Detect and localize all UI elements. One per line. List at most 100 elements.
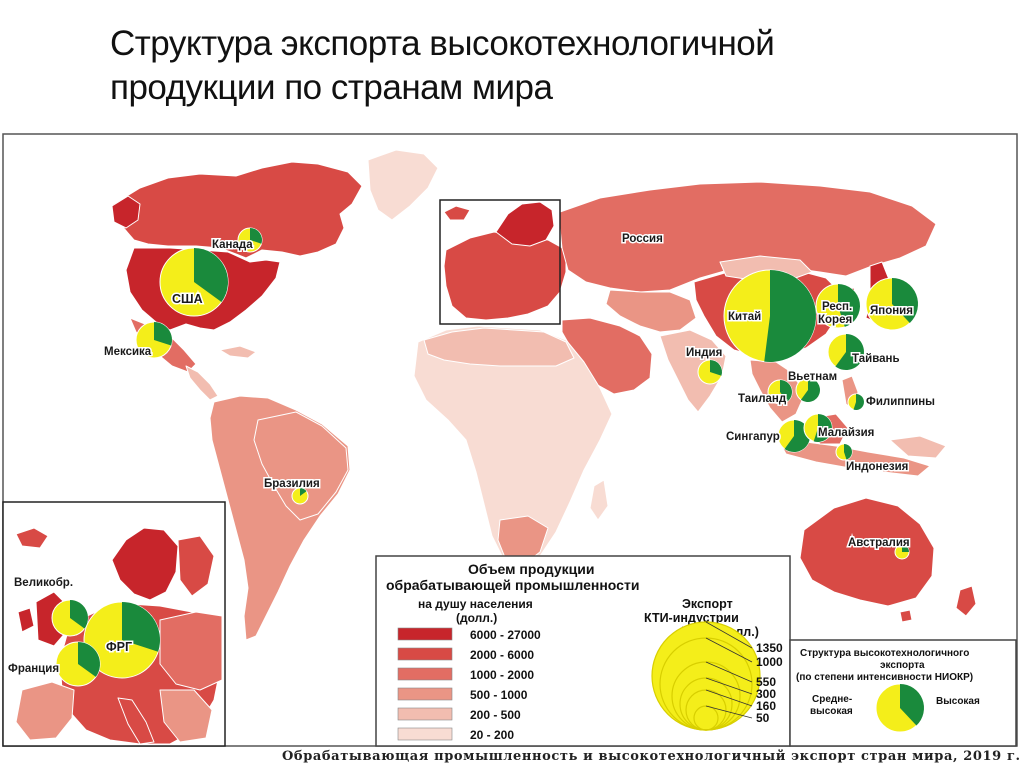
legend-class-range: 20 - 200 [470, 728, 514, 742]
legend-size-leader [705, 637, 753, 663]
legend-size-value: 300 [756, 687, 776, 701]
legend-class-swatch [397, 627, 453, 641]
legend-class-swatch [397, 647, 453, 661]
pie-thailand [767, 379, 793, 405]
label-brazil: Бразилия [264, 478, 320, 490]
country-labels: Канада США Мексика Россия Китай Респ. Ко… [7, 232, 937, 677]
pie-korea-green-part [838, 284, 861, 327]
pie-indonesia [835, 443, 853, 461]
australia-region [799, 497, 935, 607]
structure-medium-high-line1: Средне- [812, 694, 852, 705]
label-thailand: Таиланд [738, 393, 787, 405]
new-guinea-region [889, 435, 947, 459]
label-india: Индия [686, 347, 722, 359]
pie-mexico-green-part [154, 322, 173, 346]
pie-usa-green-part [194, 248, 229, 302]
pie-germany [83, 601, 161, 679]
label-korea-line2: Корея [818, 314, 852, 326]
pie-malaysia-green-part [813, 414, 833, 442]
north-africa-region [423, 327, 575, 367]
pie-indonesia-green-part [844, 444, 852, 460]
page-title-line2: продукции по странам мира [110, 68, 553, 107]
label-mexico: Мексика [104, 346, 152, 358]
pie-uk-green-part [70, 600, 89, 629]
legend-size-leader [705, 621, 753, 649]
legend-size-leader [705, 677, 753, 695]
label-singapore: Сингапур [726, 431, 780, 443]
label-usa: США [172, 292, 203, 306]
legend-size-value: 50 [756, 711, 770, 725]
legend-class-range: 2000 - 6000 [470, 648, 534, 662]
structure-title-line1: Структура высокотехнологичного [800, 648, 969, 659]
structure-medium-high-line2: высокая [810, 706, 853, 717]
russia-region [559, 181, 937, 293]
inset-iceland [15, 527, 49, 549]
pie-japan-green-part [892, 278, 918, 323]
legend-size-leader [705, 661, 753, 683]
label-malaysia: Малайзия [818, 427, 874, 439]
legend-title-line1: Объем продукции [468, 561, 594, 577]
legend-class-swatch [397, 687, 453, 701]
pie-philippines [847, 393, 865, 411]
pie-malaysia [803, 413, 833, 443]
canada-region [111, 161, 363, 259]
legend-size-leader [705, 689, 753, 707]
structure-title-line2: экспорта [880, 660, 925, 671]
land-layer [111, 149, 977, 641]
alaska-region [111, 195, 141, 229]
pie-canada [237, 227, 263, 253]
inset-balkans [159, 689, 213, 743]
legend-class-range: 500 - 1000 [470, 688, 528, 702]
pie-france [55, 641, 101, 687]
pie-taiwan [827, 333, 865, 371]
pie-china-green-part [764, 270, 816, 362]
pie-taiwan-green-part [835, 334, 864, 370]
inset-italy [117, 697, 155, 745]
new-zealand-region [955, 585, 977, 617]
pie-france-green-part [78, 642, 100, 677]
pie-vietnam-green-part [800, 378, 820, 402]
label-vietnam: Вьетнам [788, 371, 837, 383]
legend-export-title-line1: Экспорт [682, 597, 733, 611]
pie-india [697, 359, 723, 385]
pie-korea [815, 283, 861, 329]
tasmania-region [899, 609, 913, 623]
legend-class-swatch [397, 667, 453, 681]
label-japan: Япония [870, 305, 913, 317]
pie-india-green-part [710, 360, 722, 376]
legend-size-value: 1000 [756, 655, 783, 669]
indonesia-region [775, 435, 931, 477]
legend-class-swatch [397, 707, 453, 721]
caribbean-region [219, 345, 257, 359]
label-philippines: Филиппины [866, 396, 935, 408]
pie-thailand-green-part [780, 380, 792, 402]
label-france: Франция [8, 663, 59, 675]
scandinavia-region [495, 201, 555, 247]
india-region [659, 329, 727, 413]
pie-australia [894, 544, 910, 560]
pie-vietnam [795, 377, 821, 403]
legend-size-value: 1350 [756, 641, 783, 655]
page-title: Структура экспорта высокотехнологичной п… [110, 22, 990, 110]
legend-class-list: 6000 - 27000 2000 - 6000 1000 - 2000 500 - … [397, 627, 541, 742]
label-canada: Канада [212, 239, 253, 251]
legend-per-capita-line2: (долл.) [456, 611, 497, 625]
iceland-region [443, 205, 471, 221]
legend-size-value: 550 [756, 675, 776, 689]
pie-germany-green-part [122, 602, 161, 652]
legend-per-capita-line1: на душу населения [418, 597, 533, 611]
inset-finland [177, 535, 215, 597]
legend-export-title-line2: КТИ-индустрии [644, 611, 739, 625]
structure-example-pie [875, 683, 925, 733]
label-china: Китай [728, 311, 761, 323]
pie-brazil-green-part [300, 488, 307, 496]
structure-pie-green-part [900, 684, 924, 726]
legend-manufacturing: Объем продукции обрабатывающей промышлен… [375, 555, 791, 747]
label-taiwan: Тайвань [852, 353, 900, 365]
legend-size-leader [705, 705, 753, 719]
inset-iberia [15, 681, 75, 741]
label-germany: ФРГ [106, 640, 132, 654]
legend-class-range: 1000 - 2000 [470, 668, 534, 682]
